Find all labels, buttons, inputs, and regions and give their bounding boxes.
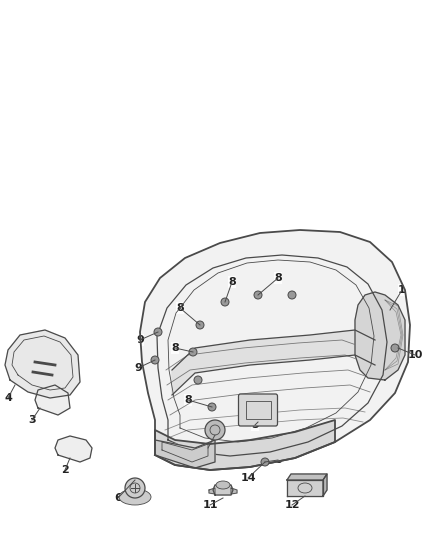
Text: 1: 1: [398, 285, 406, 295]
Polygon shape: [55, 436, 92, 462]
Polygon shape: [209, 488, 215, 494]
Polygon shape: [155, 420, 335, 470]
Text: 9: 9: [134, 363, 142, 373]
Circle shape: [254, 291, 262, 299]
Text: 5: 5: [251, 420, 259, 430]
Text: 10: 10: [407, 350, 423, 360]
Text: 8: 8: [184, 395, 192, 405]
Circle shape: [391, 344, 399, 352]
Polygon shape: [155, 440, 215, 468]
Text: 8: 8: [274, 455, 282, 465]
Circle shape: [154, 328, 162, 336]
Circle shape: [194, 376, 202, 384]
Circle shape: [151, 356, 159, 364]
Text: 11: 11: [202, 500, 218, 510]
Circle shape: [125, 478, 145, 498]
Text: 3: 3: [28, 415, 36, 425]
Text: 8: 8: [176, 303, 184, 313]
Polygon shape: [323, 474, 327, 496]
Bar: [246, 401, 271, 419]
Ellipse shape: [119, 489, 151, 505]
Polygon shape: [355, 292, 405, 380]
Text: 2: 2: [61, 465, 69, 475]
Polygon shape: [231, 488, 237, 494]
Circle shape: [288, 291, 296, 299]
Circle shape: [221, 298, 229, 306]
Polygon shape: [35, 385, 70, 415]
Polygon shape: [213, 485, 233, 495]
FancyBboxPatch shape: [239, 394, 278, 426]
Polygon shape: [172, 330, 375, 395]
Polygon shape: [287, 480, 323, 496]
Circle shape: [205, 420, 225, 440]
Text: 8: 8: [274, 273, 282, 283]
Text: 9: 9: [136, 335, 144, 345]
Text: 8: 8: [171, 343, 179, 353]
Text: 6: 6: [114, 493, 122, 503]
Text: 8: 8: [228, 277, 236, 287]
Text: 7: 7: [204, 443, 212, 453]
Polygon shape: [287, 474, 327, 480]
Circle shape: [196, 321, 204, 329]
Ellipse shape: [216, 481, 230, 489]
Polygon shape: [140, 230, 410, 470]
Text: 12: 12: [284, 500, 300, 510]
Circle shape: [208, 403, 216, 411]
Circle shape: [261, 458, 269, 466]
Polygon shape: [5, 330, 80, 398]
Circle shape: [189, 348, 197, 356]
Text: 4: 4: [4, 393, 12, 403]
Text: 14: 14: [240, 473, 256, 483]
